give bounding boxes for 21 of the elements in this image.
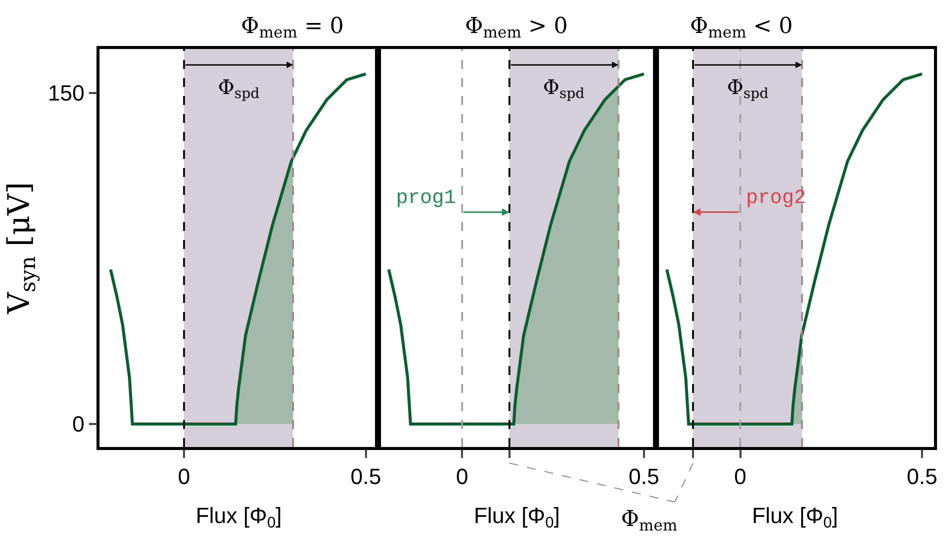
x-tick-label: 0	[178, 464, 190, 490]
x-tick-label: 0.5	[350, 464, 382, 490]
annotation: prog2	[746, 187, 806, 210]
band-label: Φ$_{spd}$	[543, 75, 585, 102]
annotation: prog1	[396, 187, 456, 210]
x-axis-title: Flux [Φ$_{0}$]	[752, 503, 838, 532]
line-series	[109, 72, 368, 426]
chart-title: < 0	[753, 14, 793, 39]
y-tick-label: 150	[48, 80, 85, 106]
x-axis-title: Flux [Φ$_{0}$]	[474, 503, 560, 532]
text: Φ$_{mem}$	[690, 14, 747, 42]
x-tick-label: 0	[456, 464, 468, 490]
x-tick-label: 0.5	[628, 464, 660, 490]
x-tick-label: 0	[734, 464, 746, 490]
chart-title: Φ$_{mem}$ = 0	[241, 14, 344, 42]
band-label: Φ$_{spd}$	[727, 75, 769, 102]
text: Φ$_{mem}$	[621, 507, 678, 535]
chart-title: Φ$_{mem}$ > 0	[465, 14, 568, 42]
x-axis-title: Flux [Φ$_{0}$]	[196, 503, 282, 532]
band-label: Φ$_{spd}$	[218, 75, 260, 102]
x-tick-label: 0.5	[906, 464, 938, 490]
